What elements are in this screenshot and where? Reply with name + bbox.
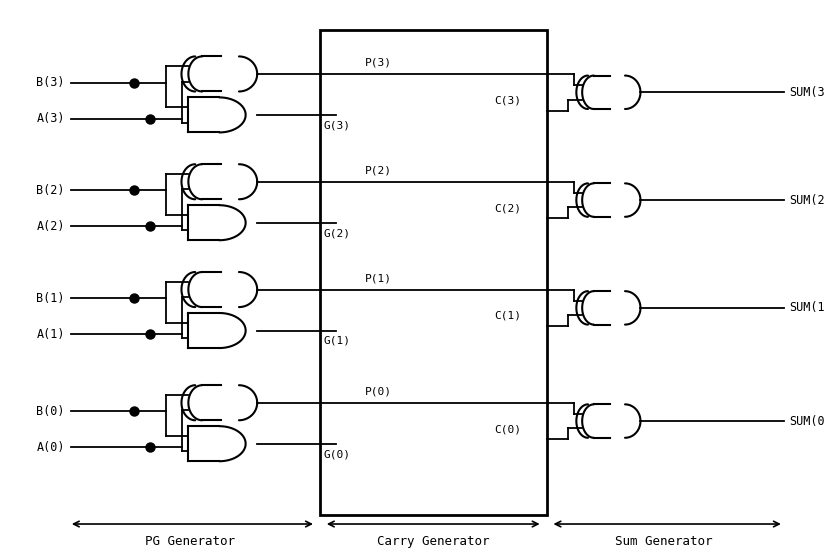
- Text: G(0): G(0): [324, 449, 351, 459]
- Text: P(0): P(0): [364, 386, 392, 396]
- Text: A(3): A(3): [36, 112, 65, 125]
- Text: G(1): G(1): [324, 336, 351, 346]
- Text: P(2): P(2): [364, 166, 392, 175]
- Text: C(3): C(3): [494, 95, 521, 105]
- Text: B(3): B(3): [36, 76, 65, 89]
- Text: A(2): A(2): [36, 220, 65, 233]
- Text: C(0): C(0): [494, 424, 521, 434]
- Text: PG Generator: PG Generator: [145, 535, 235, 548]
- Text: SUM(2): SUM(2): [790, 194, 826, 207]
- Bar: [320, 30, 547, 515]
- Text: SUM(1): SUM(1): [790, 301, 826, 315]
- Text: Carry Generator: Carry Generator: [377, 535, 490, 548]
- Text: P(3): P(3): [364, 58, 392, 68]
- Text: B(0): B(0): [36, 405, 65, 418]
- Text: G(3): G(3): [324, 120, 351, 130]
- Text: A(0): A(0): [36, 441, 65, 454]
- Text: A(1): A(1): [36, 328, 65, 341]
- Text: C(2): C(2): [494, 203, 521, 213]
- Text: SUM(3): SUM(3): [790, 86, 826, 99]
- Text: C(1): C(1): [494, 311, 521, 321]
- Text: P(1): P(1): [364, 273, 392, 283]
- Text: B(2): B(2): [36, 184, 65, 197]
- Text: Sum Generator: Sum Generator: [615, 535, 713, 548]
- Text: G(2): G(2): [324, 228, 351, 238]
- Text: B(1): B(1): [36, 292, 65, 305]
- Text: SUM(0): SUM(0): [790, 415, 826, 427]
